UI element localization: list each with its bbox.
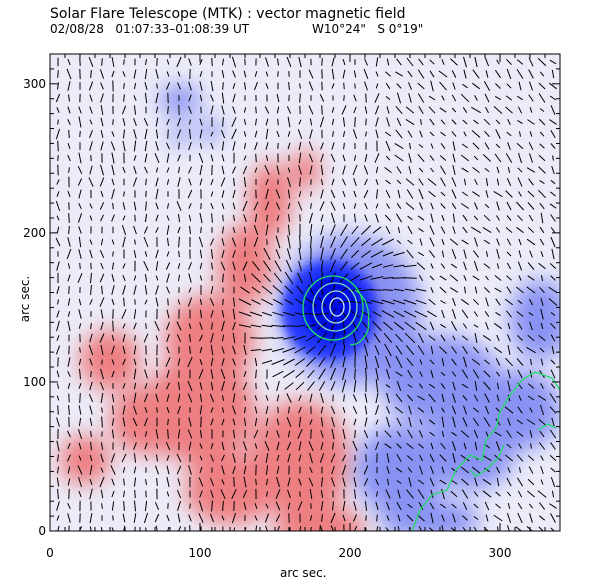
x-tick-label: 200 [339,546,362,560]
y-axis-label: arc sec. [18,275,33,323]
y-tick-label: 0 [38,524,46,538]
axes-ticks [49,53,561,532]
figure-title: Solar Flare Telescope (MTK) : vector mag… [50,6,406,22]
tick-labels: 0 100 200 300 0 100 200 300 [23,77,511,560]
x-tick-label: 300 [489,546,512,560]
contour-lines [302,275,560,531]
y-tick-label: 100 [23,375,46,389]
field-image [50,54,560,531]
positive-polarity-regions [60,150,370,531]
y-tick-label: 300 [23,77,46,91]
x-tick-label: 100 [189,546,212,560]
observation-coordinates: W10°24" S 0°19" [312,22,424,36]
x-axis-label: arc sec. [280,566,327,580]
vector-field-arrows [55,56,558,531]
y-tick-label: 200 [23,226,46,240]
x-tick-label: 0 [46,546,54,560]
observation-time: 02/08/28 01:07:33–01:08:39 UT [50,22,250,36]
figure-subtitle: 02/08/28 01:07:33–01:08:39 UT W10°24" S … [50,22,423,64]
